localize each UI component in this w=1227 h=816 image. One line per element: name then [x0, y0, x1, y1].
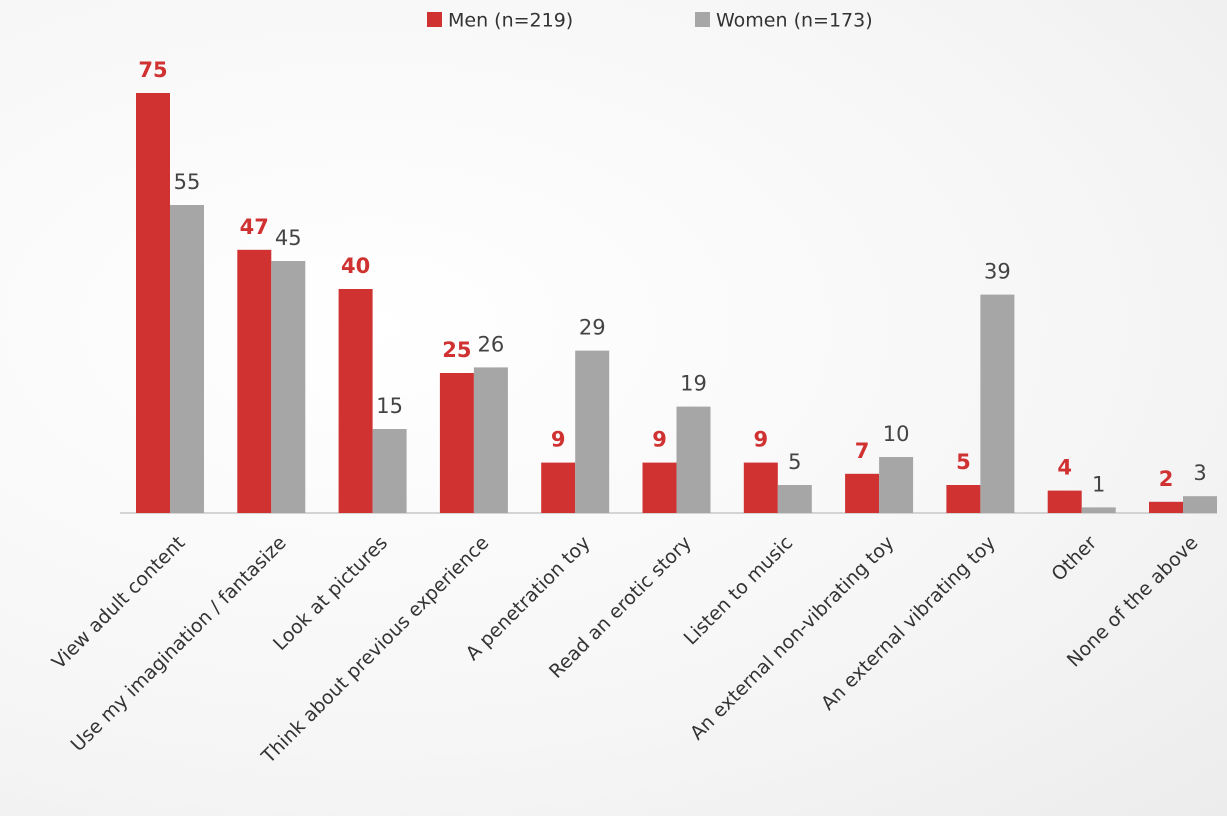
value-label: 2 — [1159, 467, 1174, 491]
value-label: 55 — [174, 170, 201, 194]
bar — [1183, 496, 1217, 513]
bar — [338, 289, 373, 513]
bar — [1047, 490, 1082, 513]
value-label: 75 — [138, 58, 167, 82]
bar — [170, 205, 204, 513]
value-label: 40 — [341, 254, 370, 278]
legend-swatch — [695, 12, 710, 27]
bar — [136, 93, 170, 513]
bar — [473, 367, 508, 513]
value-label: 10 — [883, 422, 910, 446]
value-label: 3 — [1193, 461, 1206, 485]
bar — [1149, 501, 1183, 513]
value-label: 47 — [240, 215, 269, 239]
x-tick-label: Listen to music — [680, 532, 798, 650]
value-label: 5 — [788, 450, 801, 474]
value-label: 9 — [652, 428, 667, 452]
bar — [575, 350, 610, 513]
value-label: 4 — [1057, 456, 1072, 480]
bar — [237, 249, 272, 514]
bar — [743, 462, 778, 513]
value-label: 29 — [579, 316, 606, 340]
value-label: 25 — [442, 338, 471, 362]
bar — [1081, 507, 1116, 513]
x-tick-label: Think about previous experience — [257, 532, 493, 768]
bar — [946, 485, 981, 513]
bar — [676, 406, 711, 513]
x-tick-label: Use my imagination / fantasize — [67, 532, 291, 756]
bar — [777, 485, 812, 513]
bar — [541, 462, 576, 513]
bar — [845, 473, 880, 513]
value-label: 19 — [680, 372, 707, 396]
value-label: 5 — [956, 450, 971, 474]
bar — [879, 457, 914, 513]
value-label: 26 — [478, 332, 505, 356]
legend-swatch — [427, 12, 442, 27]
x-tick-label: An external non-vibrating toy — [686, 532, 899, 745]
bar — [271, 261, 306, 513]
value-label: 9 — [753, 428, 768, 452]
value-label: 15 — [376, 394, 403, 418]
value-label: 9 — [551, 428, 566, 452]
bar — [439, 373, 474, 513]
x-tick-label: Other — [1047, 532, 1101, 586]
bar — [980, 294, 1015, 513]
legend-label: Women (n=173) — [716, 10, 873, 32]
legend-label: Men (n=219) — [448, 10, 573, 32]
value-label: 39 — [984, 260, 1011, 284]
bar — [642, 462, 677, 513]
value-label: 45 — [275, 226, 302, 250]
x-tick-label: An external vibrating toy — [817, 532, 1000, 715]
value-label: 7 — [855, 439, 870, 463]
bar — [372, 429, 407, 513]
value-label: 1 — [1092, 472, 1105, 496]
